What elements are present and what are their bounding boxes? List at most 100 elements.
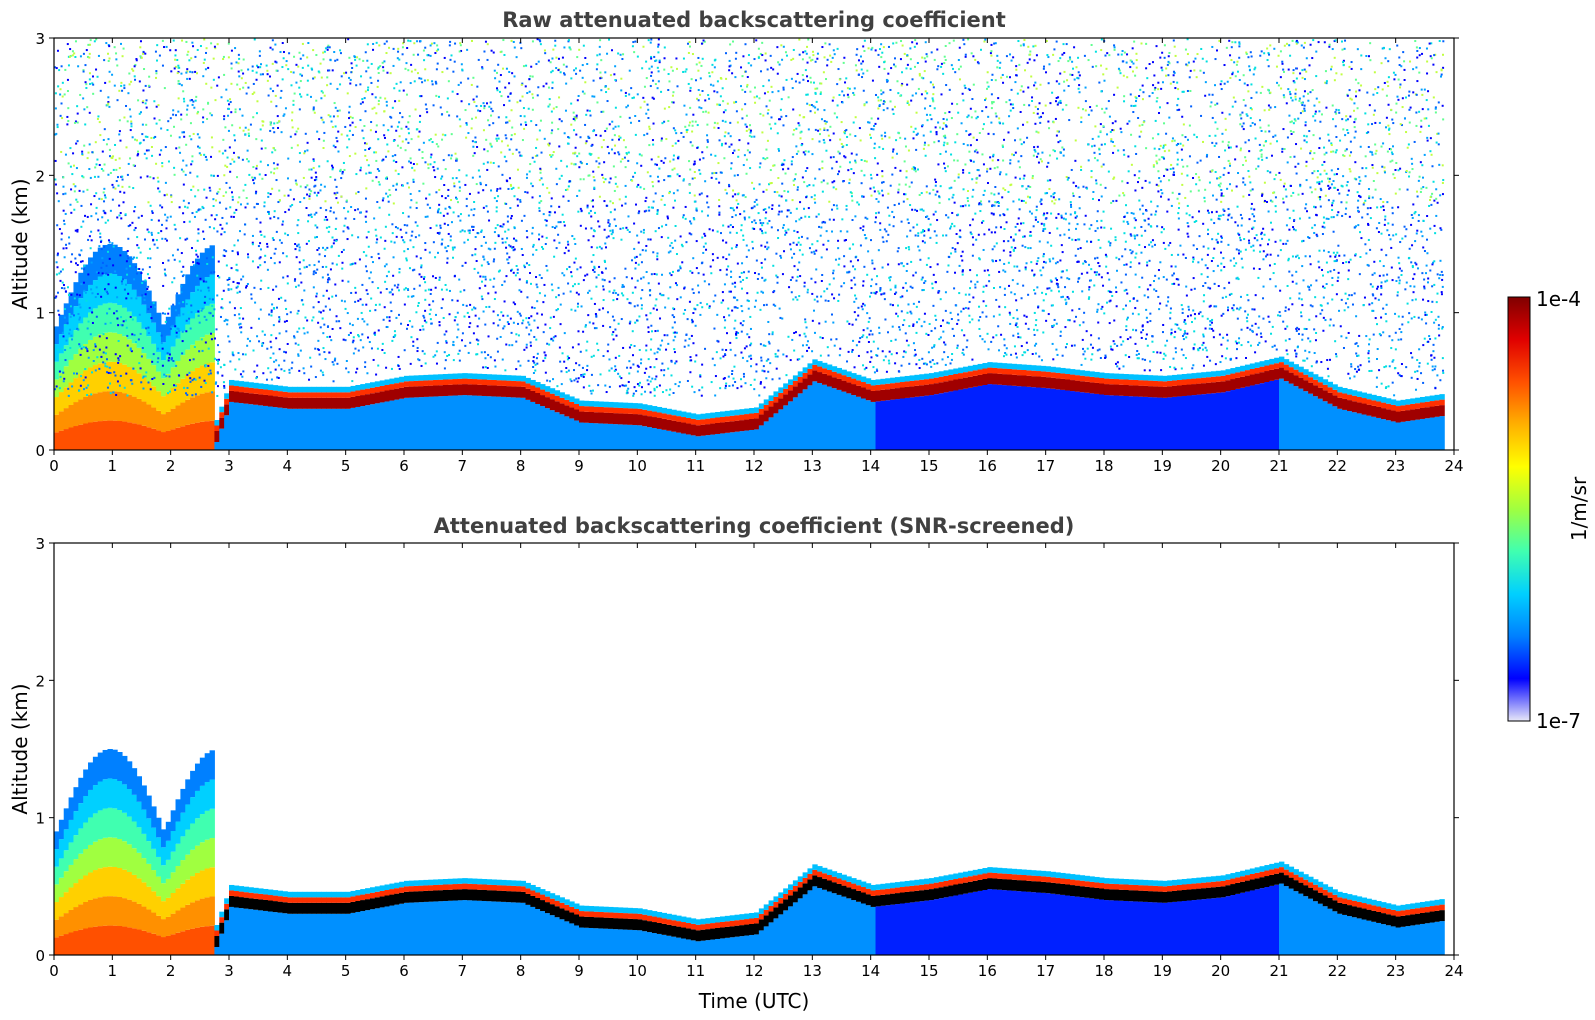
heat-cell [462,384,468,396]
noise-pixel [931,83,934,86]
noise-pixel [663,120,666,123]
noise-pixel [659,317,662,320]
heat-cell [321,408,327,450]
noise-pixel [488,305,491,308]
noise-pixel [912,274,915,277]
noise-pixel [426,215,429,218]
heat-cell [219,406,225,413]
heat-cell [1118,379,1124,385]
noise-pixel [520,290,523,293]
noise-pixel [1293,155,1296,158]
heat-cell [1424,401,1431,408]
heat-cell [78,348,84,375]
noise-pixel [186,70,189,73]
heat-cell [822,373,828,385]
noise-pixel [765,211,768,214]
noise-pixel [1024,69,1027,72]
noise-pixel [1141,84,1144,87]
noise-pixel [62,247,65,250]
noise-pixel [73,372,76,375]
noise-pixel [543,137,546,140]
heat-cell [651,406,658,412]
heat-cell [1031,365,1037,371]
heat-cell [1113,395,1120,450]
heat-cell [817,366,823,373]
noise-pixel [64,349,67,352]
noise-pixel [995,259,998,262]
heat-cell [88,312,94,340]
noise-pixel [169,327,172,330]
heat-cell [885,400,891,450]
noise-pixel [1221,111,1224,114]
heat-cell [909,380,915,387]
noise-pixel [1200,114,1203,117]
noise-pixel [453,60,456,63]
noise-pixel [284,211,287,214]
noise-pixel [553,239,556,242]
noise-pixel [1305,70,1308,73]
heat-cell [1279,367,1285,379]
heat-cell [1201,383,1207,395]
noise-pixel [790,58,793,61]
noise-pixel [1009,313,1012,316]
heat-cell [899,398,906,450]
noise-pixel [297,343,300,346]
heat-cell [739,409,745,415]
noise-pixel [967,307,970,310]
noise-pixel [642,276,645,279]
heat-cell [151,301,157,323]
noise-pixel [519,364,522,367]
noise-pixel [429,163,432,166]
noise-pixel [632,394,635,397]
noise-pixel [533,335,536,338]
noise-pixel [266,347,269,350]
noise-pixel [348,138,351,141]
noise-pixel [197,310,200,313]
noise-pixel [753,378,756,381]
noise-pixel [544,354,547,357]
noise-pixel [259,264,262,267]
noise-pixel [1236,224,1239,227]
noise-pixel [173,166,176,169]
noise-pixel [1126,122,1129,125]
noise-pixel [749,167,752,170]
heat-cell [408,386,415,398]
heat-cell [506,380,512,387]
heat-cell [1385,403,1392,410]
heat-cell [248,393,254,405]
noise-pixel [702,251,705,254]
noise-pixel [179,237,182,240]
heat-cell [185,399,191,425]
heat-cell [754,407,760,413]
noise-pixel [660,137,663,140]
noise-pixel [1182,354,1185,357]
noise-pixel [1442,118,1445,121]
heat-cell [58,392,65,412]
noise-pixel [846,87,849,90]
noise-pixel [1235,357,1238,360]
noise-pixel [1165,132,1168,135]
noise-pixel [1171,191,1174,194]
noise-pixel [1386,80,1389,83]
heat-cell [948,369,954,375]
noise-pixel [341,261,344,264]
noise-pixel [896,250,899,253]
noise-pixel [459,213,462,216]
noise-pixel [388,46,391,49]
noise-pixel [62,380,65,383]
heat-cell [63,408,70,430]
noise-pixel [668,272,671,275]
heat-cell [967,371,974,377]
noise-pixel [1061,146,1064,149]
noise-pixel [966,144,969,147]
noise-pixel [892,216,895,219]
noise-pixel [476,145,479,148]
noise-pixel [996,66,999,69]
noise-pixel [1102,284,1105,287]
noise-pixel [1166,63,1169,66]
noise-pixel [806,349,809,352]
noise-pixel [595,315,598,318]
noise-pixel [494,291,497,294]
heat-cell [1429,401,1436,407]
heat-cell [374,386,381,393]
